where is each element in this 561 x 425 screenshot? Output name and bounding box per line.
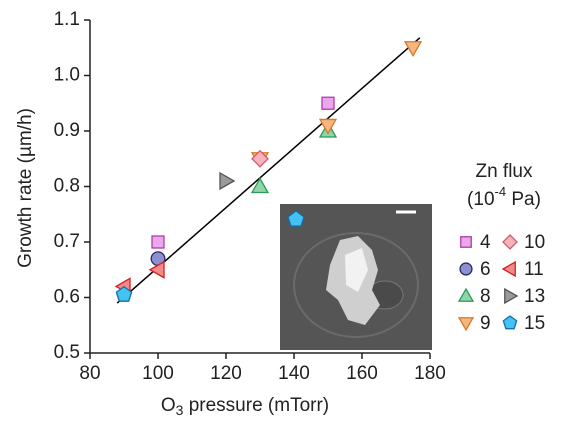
x-axis-label: O3 pressure (mTorr) — [161, 395, 329, 418]
x-label-rest: pressure (mTorr) — [183, 395, 329, 416]
legend-marker — [501, 260, 516, 278]
legend-marker — [460, 236, 472, 248]
legend-marker — [459, 262, 473, 276]
legend-title: Zn flux — [475, 161, 533, 182]
y-axis-label: Growth rate (µm/h) — [15, 108, 36, 268]
legend-marker — [457, 287, 475, 302]
legend-marker — [502, 234, 518, 250]
legend-unit-rest: Pa) — [506, 189, 541, 210]
data-point — [219, 171, 236, 191]
legend-label: 11 — [524, 259, 544, 280]
legend-label: 15 — [524, 313, 545, 334]
data-point — [318, 118, 338, 135]
y-tick-label: 0.8 — [54, 176, 80, 197]
x-tick-label: 140 — [278, 363, 310, 384]
inset-image — [280, 204, 432, 350]
legend-label: 6 — [480, 259, 491, 280]
x-tick-label: 180 — [414, 363, 446, 384]
y-tick-label: 0.5 — [54, 342, 80, 363]
legend-label: 8 — [480, 286, 491, 307]
x-tick-label: 80 — [79, 363, 100, 384]
y-tick-label: 1.0 — [54, 65, 80, 86]
data-point — [321, 96, 335, 110]
legend-label: 10 — [524, 232, 545, 253]
data-point — [403, 41, 423, 58]
legend-unit-base: (10 — [467, 189, 494, 210]
legend-unit: (10-4 Pa) — [467, 184, 541, 210]
legend-marker — [502, 315, 518, 330]
legend-label: 13 — [524, 286, 545, 307]
inset-crystal-highlight — [345, 248, 368, 292]
data-point — [115, 285, 133, 302]
inset-pentagon — [287, 210, 305, 227]
data-point — [151, 235, 165, 249]
x-label-base: O — [161, 395, 176, 416]
legend-marker — [504, 287, 519, 305]
data-point — [250, 177, 270, 194]
y-tick-label: 1.1 — [54, 9, 80, 30]
x-tick-label: 160 — [346, 363, 378, 384]
legend-label: 4 — [480, 232, 491, 253]
legend-unit-superscript: -4 — [495, 184, 507, 199]
x-tick-label: 100 — [142, 363, 174, 384]
legend-marker — [457, 317, 475, 332]
x-label-subscript: 3 — [176, 402, 184, 418]
y-tick-label: 0.9 — [54, 120, 80, 141]
legend-label: 9 — [480, 313, 491, 334]
fit-line — [116, 37, 421, 304]
data-point — [148, 260, 165, 279]
inset-halo — [293, 232, 419, 338]
data-point — [251, 149, 269, 168]
x-tick-label: 120 — [210, 363, 242, 384]
y-tick-label: 0.7 — [54, 231, 80, 252]
y-tick-label: 0.6 — [54, 287, 80, 308]
